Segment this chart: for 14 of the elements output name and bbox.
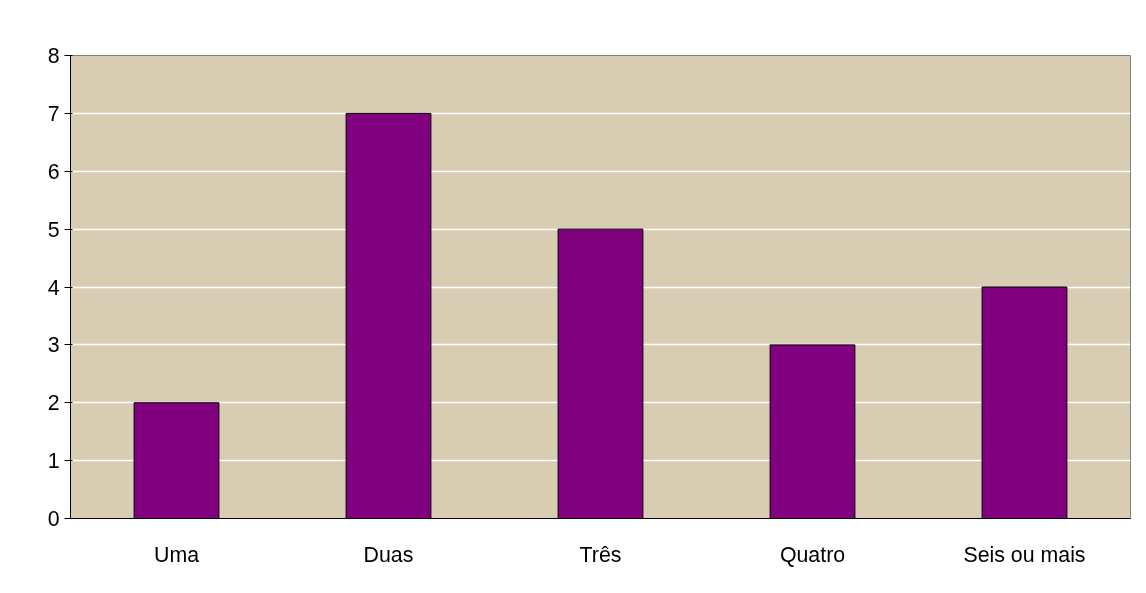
x-tick-label: Uma <box>153 542 200 567</box>
x-tick-label: Seis ou mais <box>963 542 1086 567</box>
x-tick-label: Quatro <box>779 542 846 567</box>
y-tick-label: 7 <box>47 101 60 126</box>
y-tick-label: 8 <box>47 44 60 68</box>
y-tick-label: 3 <box>47 333 60 358</box>
y-tick-label: 4 <box>47 275 60 300</box>
y-tick-label: 6 <box>47 159 60 184</box>
x-tick-label: Três <box>579 542 622 567</box>
y-tick-label: 1 <box>47 449 60 474</box>
y-tick-label: 0 <box>47 507 60 531</box>
x-tick-label: Duas <box>363 542 414 567</box>
y-tick-label: 2 <box>47 391 60 416</box>
y-tick-label: 5 <box>47 217 60 242</box>
